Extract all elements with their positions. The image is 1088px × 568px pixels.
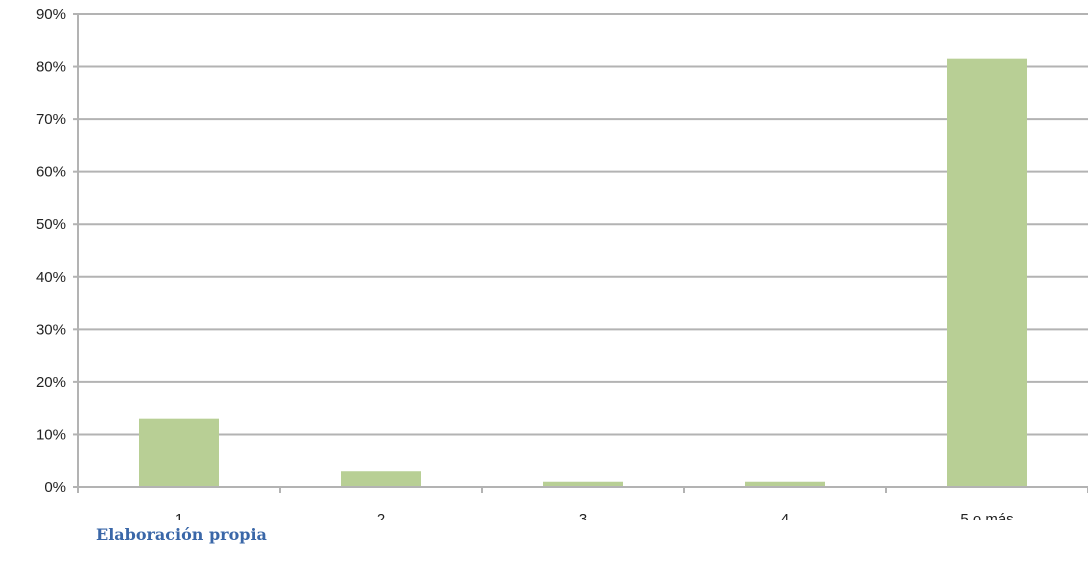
bar-chart: 0% 10% 20% 30% 40% 50% 60% 70% 80% 90% 1 2 3 4 5 o má… — [36, 6, 1088, 520]
x-tick-label: 2 — [377, 511, 385, 520]
x-tick-label: 3 — [579, 511, 587, 520]
y-tick-label: 40% — [36, 269, 66, 286]
gridlines — [73, 13, 1088, 488]
source-note: Elaboración propia — [96, 525, 267, 544]
y-tick-label: 80% — [36, 59, 66, 76]
y-tick-label: 50% — [36, 216, 66, 233]
bar-3 — [543, 481, 623, 487]
bar-2 — [341, 471, 421, 487]
bars — [139, 58, 1027, 488]
bar-5 — [947, 58, 1027, 488]
bar-4 — [745, 481, 825, 487]
y-tick-label: 60% — [36, 164, 66, 181]
y-tick-label: 90% — [36, 6, 66, 23]
y-tick-label: 70% — [36, 111, 66, 128]
y-tick-label: 0% — [44, 479, 66, 496]
bar-1 — [139, 418, 219, 487]
y-tick-labels: 0% 10% 20% 30% 40% 50% 60% 70% 80% 90% — [36, 6, 66, 496]
x-tick-label: 4 — [781, 511, 789, 520]
y-tick-label: 20% — [36, 374, 66, 391]
axes — [77, 14, 1088, 488]
x-tick-label: 5 o más — [960, 511, 1013, 520]
y-tick-label: 10% — [36, 426, 66, 443]
x-tick-label: 1 — [175, 511, 183, 520]
y-tick-label: 30% — [36, 321, 66, 338]
x-tick-labels: 1 2 3 4 5 o más — [77, 487, 1088, 520]
